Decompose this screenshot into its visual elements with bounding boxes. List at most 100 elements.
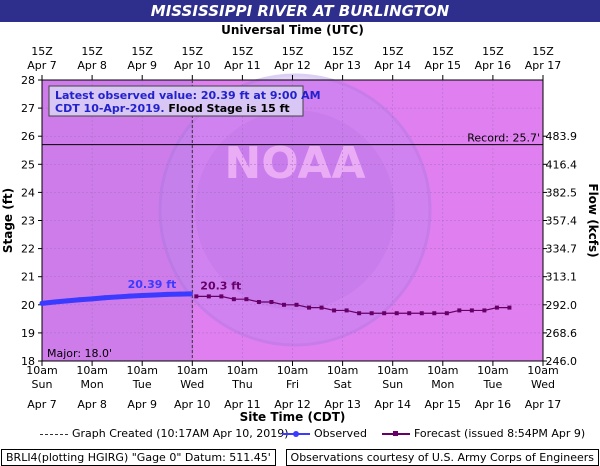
- record-label: Record: 25.7': [467, 132, 540, 145]
- info-obs-date: CDT 10-Apr-2019.: [55, 102, 168, 115]
- bottom-tick-time: 10am: [277, 364, 308, 377]
- observed-point: [39, 300, 45, 306]
- y-tick-label: 21: [21, 271, 35, 284]
- y-tick-label: 26: [21, 130, 35, 143]
- bottom-tick-day: Wed: [531, 378, 555, 391]
- y-tick-label: 18: [21, 355, 35, 368]
- forecast-point: [269, 299, 274, 304]
- forecast-point: [482, 308, 487, 313]
- y-tick-label: 28: [21, 74, 35, 87]
- forecast-point: [231, 297, 236, 302]
- bottom-tick-date: Apr 8: [77, 398, 107, 411]
- forecast-point: [307, 305, 312, 310]
- y2-tick-label: 357.4: [546, 215, 578, 228]
- top-tick-date: Apr 13: [324, 59, 361, 72]
- info-line-2: CDT 10-Apr-2019. Flood Stage is 15 ft: [55, 102, 290, 115]
- top-axis-title: Universal Time (UTC): [221, 23, 364, 37]
- y2-tick-label: 313.1: [546, 271, 578, 284]
- info-flood-stage: Flood Stage is 15 ft: [168, 102, 289, 115]
- bottom-tick-time: 10am: [227, 364, 258, 377]
- major-label: Major: 18.0': [47, 347, 112, 360]
- watermark-text: NOAA: [224, 138, 365, 189]
- forecast-point: [457, 308, 462, 313]
- top-tick-label: 15Z: [282, 45, 304, 58]
- top-tick-label: 15Z: [131, 45, 153, 58]
- bottom-tick-day: Thu: [231, 378, 253, 391]
- top-tick-date: Apr 7: [27, 59, 57, 72]
- bottom-tick-day: Fri: [286, 378, 299, 391]
- observed-point: [127, 293, 133, 299]
- bottom-tick-day: Tue: [483, 378, 503, 391]
- bottom-tick-date: Apr 10: [174, 398, 211, 411]
- bottom-tick-date: Apr 7: [27, 398, 57, 411]
- noaa-watermark: NOAA: [158, 73, 432, 347]
- y2-tick-label: 268.6: [546, 327, 578, 340]
- legend-created-label: Graph Created (10:17AM Apr 10, 2019): [72, 427, 289, 440]
- info-line-1: Latest observed value: 20.39 ft at 9:00 …: [55, 89, 321, 102]
- forecast-point: [382, 311, 387, 316]
- bottom-tick-day: Tue: [132, 378, 152, 391]
- y-tick-label: 25: [21, 158, 35, 171]
- observed-point: [164, 291, 170, 297]
- observed-point: [52, 299, 58, 305]
- bottom-tick-time: 10am: [427, 364, 458, 377]
- info-box: [48, 85, 304, 117]
- observed-point: [187, 291, 193, 297]
- top-tick-label: 15Z: [432, 45, 454, 58]
- bottom-tick-date: Apr 14: [374, 398, 411, 411]
- top-tick-date: Apr 12: [274, 59, 311, 72]
- forecast-point: [469, 308, 474, 313]
- legend-observed-label: Observed: [314, 427, 367, 440]
- bottom-tick-date: Apr 9: [127, 398, 157, 411]
- forecast-point: [319, 305, 324, 310]
- forecast-point: [194, 294, 199, 299]
- y2-tick-label: 382.5: [546, 186, 578, 199]
- bottom-tick-time: 10am: [527, 364, 558, 377]
- legend-forecast: Forecast (issued 8:54PM Apr 9): [382, 427, 585, 440]
- bottom-tick-day: Sun: [382, 378, 403, 391]
- top-tick-label: 15Z: [332, 45, 354, 58]
- top-tick-label: 15Z: [182, 45, 204, 58]
- top-tick-label: 15Z: [482, 45, 504, 58]
- y-tick-label: 19: [21, 327, 35, 340]
- bottom-tick-day: Wed: [180, 378, 204, 391]
- legend-observed: Observed: [282, 427, 367, 440]
- forecast-point: [332, 308, 337, 313]
- forecast-point: [244, 297, 249, 302]
- forecast-point: [444, 311, 449, 316]
- bottom-tick-time: 10am: [26, 364, 57, 377]
- forecast-point: [369, 311, 374, 316]
- watermark-disc: [195, 110, 395, 310]
- observed-point: [89, 296, 95, 302]
- observed-value-label: 20.39 ft: [128, 278, 177, 291]
- y2-tick-label: 334.7: [546, 243, 578, 256]
- y2-tick-label: 416.4: [546, 158, 578, 171]
- y-tick-label: 20: [21, 299, 35, 312]
- bottom-tick-day: Mon: [431, 378, 454, 391]
- top-tick-date: Apr 17: [525, 59, 562, 72]
- top-tick-date: Apr 16: [475, 59, 512, 72]
- y2-tick-label: 483.9: [546, 130, 578, 143]
- legend: Graph Created (10:17AM Apr 10, 2019) Obs…: [20, 427, 585, 443]
- forecast-point: [357, 311, 362, 316]
- top-tick-label: 15Z: [81, 45, 103, 58]
- observed-point: [152, 292, 158, 298]
- y-tick-label: 27: [21, 102, 35, 115]
- top-tick-date: Apr 11: [224, 59, 261, 72]
- bottom-tick-time: 10am: [177, 364, 208, 377]
- chart-title: MISSISSIPPI RIVER AT BURLINGTON: [150, 2, 450, 20]
- legend-created: Graph Created (10:17AM Apr 10, 2019): [40, 427, 289, 440]
- y-tick-label: 24: [21, 186, 35, 199]
- bottom-tick-date: Apr 13: [324, 398, 361, 411]
- observed-point: [139, 293, 145, 299]
- bottom-tick-time: 10am: [477, 364, 508, 377]
- forecast-point: [281, 302, 286, 307]
- bottom-tick-time: 10am: [327, 364, 358, 377]
- top-tick-label: 15Z: [532, 45, 554, 58]
- x-axis-title: Site Time (CDT): [240, 410, 346, 424]
- forecast-point: [294, 302, 299, 307]
- forecast-point: [432, 311, 437, 316]
- forecast-point: [419, 311, 424, 316]
- bottom-tick-day: Sat: [334, 378, 353, 391]
- watermark-ring: [158, 73, 432, 347]
